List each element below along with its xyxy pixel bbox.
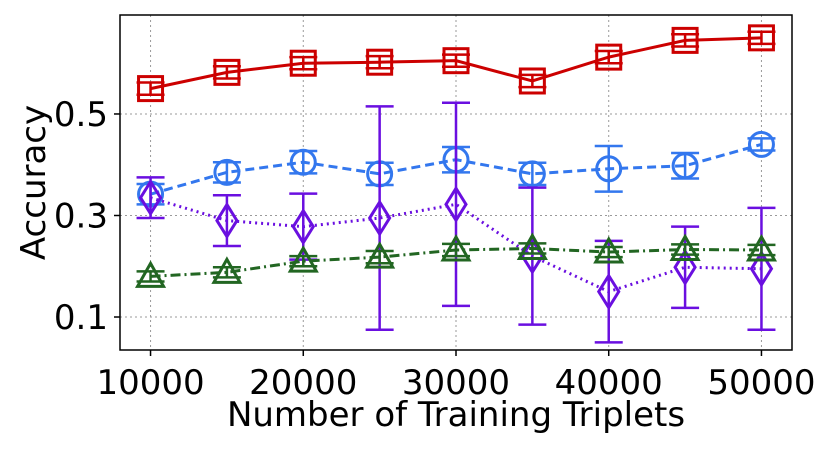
square-marker bbox=[366, 48, 394, 76]
diamond-marker bbox=[291, 207, 316, 246]
diamond-marker bbox=[673, 248, 697, 287]
series-4 bbox=[134, 232, 778, 288]
x-tick-label: 30000 bbox=[402, 363, 510, 403]
triangle-marker bbox=[287, 245, 319, 273]
series-line bbox=[150, 196, 762, 294]
error-bar bbox=[136, 81, 165, 96]
square-marker bbox=[595, 43, 623, 71]
square-marker bbox=[213, 58, 241, 86]
error-bar bbox=[442, 53, 470, 69]
triangle-marker bbox=[516, 232, 548, 260]
error-bar bbox=[594, 49, 623, 65]
triangle-marker bbox=[669, 233, 701, 261]
error-bar bbox=[365, 105, 394, 331]
error-bar bbox=[671, 225, 700, 310]
error-bar bbox=[289, 55, 318, 71]
x-tick-label: 50000 bbox=[707, 363, 815, 403]
error-bar bbox=[212, 160, 241, 184]
error-bar bbox=[594, 144, 623, 193]
error-bar bbox=[518, 186, 547, 326]
x-tick-label: 20000 bbox=[249, 363, 357, 403]
y-tick-label: 0.3 bbox=[54, 196, 108, 236]
circle-marker bbox=[213, 158, 241, 186]
diamond-marker bbox=[215, 201, 239, 240]
error-bar bbox=[518, 73, 547, 89]
square-marker bbox=[137, 75, 165, 103]
y-axis-label: Accuracy bbox=[14, 105, 54, 260]
circle-marker bbox=[518, 160, 546, 188]
diamond-marker bbox=[520, 237, 545, 275]
triangle-marker bbox=[593, 235, 625, 264]
x-tick-label: 40000 bbox=[555, 363, 663, 403]
error-bar bbox=[442, 101, 470, 308]
x-axis-label: Number of Training Triplets bbox=[227, 395, 685, 435]
error-bar bbox=[747, 206, 776, 331]
x-tick-label: 10000 bbox=[96, 363, 204, 403]
square-marker bbox=[518, 67, 546, 95]
error-bar bbox=[365, 54, 394, 70]
diamond-marker bbox=[367, 199, 392, 237]
circle-marker bbox=[289, 148, 317, 176]
circle-marker bbox=[747, 130, 775, 158]
error-bar bbox=[747, 30, 776, 46]
error-bar bbox=[671, 33, 700, 48]
triangle-marker bbox=[134, 260, 167, 288]
triangle-marker bbox=[440, 233, 472, 262]
y-tick-label: 0.5 bbox=[54, 95, 108, 135]
square-marker bbox=[289, 49, 317, 77]
circle-marker bbox=[595, 155, 623, 183]
diamond-marker bbox=[749, 249, 774, 288]
circle-marker bbox=[671, 152, 699, 180]
triangle-marker bbox=[211, 256, 243, 284]
series-1 bbox=[136, 24, 776, 103]
axis-ticks: 10000 20000 30000 40000 50000 0.1 0.3 0.5 bbox=[54, 95, 816, 403]
square-marker bbox=[442, 47, 470, 75]
error-bar bbox=[212, 65, 241, 80]
triangle-marker bbox=[745, 233, 778, 262]
triangle-marker bbox=[364, 241, 396, 269]
diamond-marker bbox=[444, 185, 468, 224]
series-3 bbox=[136, 101, 776, 344]
diamond-marker bbox=[138, 178, 163, 217]
plot-series bbox=[134, 24, 778, 344]
y-tick-label: 0.1 bbox=[54, 298, 108, 338]
square-marker bbox=[671, 26, 699, 54]
diamond-marker bbox=[596, 272, 621, 311]
square-marker bbox=[747, 24, 775, 52]
